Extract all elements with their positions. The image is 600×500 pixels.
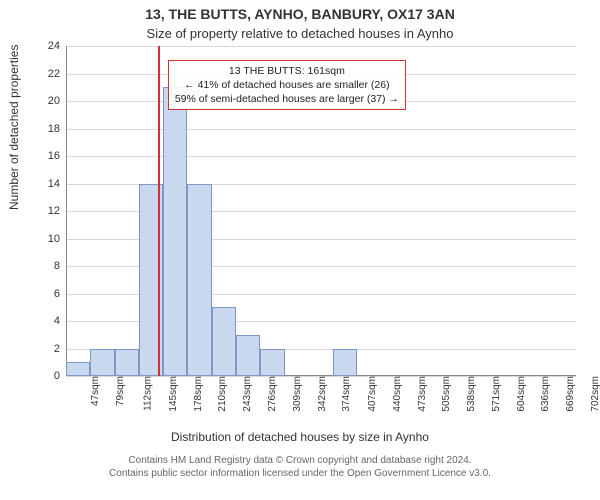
x-axis-label: Distribution of detached houses by size … [0, 430, 600, 444]
gridline [66, 129, 576, 130]
y-tick-label: 8 [54, 260, 66, 272]
chart-footer: Contains HM Land Registry data © Crown c… [0, 454, 600, 480]
x-tick-label: 178sqm [189, 376, 204, 412]
annotation-line: 59% of semi-detached houses are larger (… [175, 92, 399, 106]
x-tick-label: 309sqm [288, 376, 303, 412]
x-tick-label: 440sqm [387, 376, 402, 412]
x-tick-label: 276sqm [263, 376, 278, 412]
annotation-line: 13 THE BUTTS: 161sqm [175, 64, 399, 78]
y-tick-label: 16 [48, 150, 66, 162]
x-tick-label: 702sqm [586, 376, 600, 412]
annotation-box: 13 THE BUTTS: 161sqm← 41% of detached ho… [168, 60, 406, 111]
gridline [66, 156, 576, 157]
x-tick-label: 47sqm [86, 376, 101, 406]
histogram-bar [187, 184, 211, 377]
chart-subtitle: Size of property relative to detached ho… [0, 26, 600, 41]
x-tick-label: 145sqm [163, 376, 178, 412]
y-tick-label: 12 [48, 205, 66, 217]
x-tick-label: 571sqm [487, 376, 502, 412]
x-tick-label: 210sqm [213, 376, 228, 412]
x-tick-label: 79sqm [111, 376, 126, 406]
x-tick-label: 112sqm [138, 376, 153, 411]
x-tick-label: 505sqm [437, 376, 452, 412]
footer-line-2: Contains public sector information licen… [0, 467, 600, 480]
x-tick-label: 669sqm [561, 376, 576, 412]
x-tick-label: 538sqm [462, 376, 477, 412]
y-tick-label: 24 [48, 40, 66, 52]
property-marker-line [158, 46, 160, 376]
y-tick-label: 22 [48, 68, 66, 80]
histogram-bar [163, 87, 187, 376]
histogram-bar [115, 349, 139, 377]
plot-area: 02468101214161820222447sqm79sqm112sqm145… [66, 46, 576, 376]
annotation-line: ← 41% of detached houses are smaller (26… [175, 78, 399, 92]
x-tick-label: 374sqm [337, 376, 352, 412]
histogram-bar [236, 335, 260, 376]
x-tick-label: 473sqm [412, 376, 427, 412]
y-tick-label: 18 [48, 123, 66, 135]
y-tick-label: 20 [48, 95, 66, 107]
histogram-bar [66, 362, 90, 376]
histogram-bar [260, 349, 284, 377]
histogram-bar [333, 349, 357, 377]
x-tick-label: 407sqm [362, 376, 377, 412]
footer-line-1: Contains HM Land Registry data © Crown c… [0, 454, 600, 467]
x-tick-label: 243sqm [238, 376, 253, 412]
histogram-bar [212, 307, 236, 376]
x-tick-label: 636sqm [536, 376, 551, 412]
y-tick-label: 6 [54, 288, 66, 300]
y-axis-line [66, 46, 67, 376]
chart-title: 13, THE BUTTS, AYNHO, BANBURY, OX17 3AN [0, 6, 600, 22]
x-tick-label: 342sqm [313, 376, 328, 412]
y-tick-label: 14 [48, 178, 66, 190]
property-size-chart: 13, THE BUTTS, AYNHO, BANBURY, OX17 3AN … [0, 0, 600, 500]
y-tick-label: 2 [54, 343, 66, 355]
histogram-bar [90, 349, 114, 377]
x-tick-label: 604sqm [512, 376, 527, 412]
y-axis-label: Number of detached properties [7, 45, 21, 210]
y-tick-label: 4 [54, 315, 66, 327]
gridline [66, 46, 576, 47]
y-tick-label: 0 [54, 370, 66, 382]
y-tick-label: 10 [48, 233, 66, 245]
